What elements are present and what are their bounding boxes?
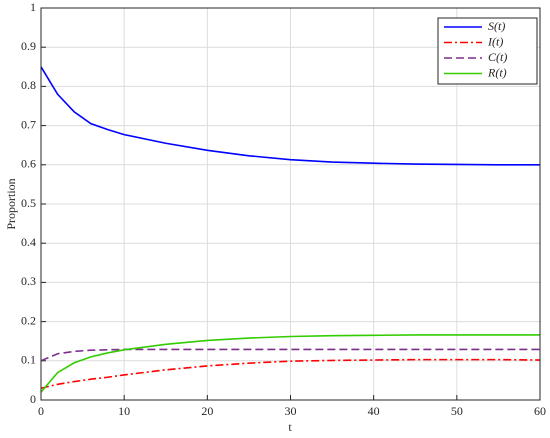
plot-frame <box>40 7 541 401</box>
y-tick-label: 0.9 <box>21 39 36 53</box>
legend-label: S(t) <box>488 19 505 33</box>
y-tick-label: 0.5 <box>21 196 36 210</box>
series-line <box>40 348 540 362</box>
legend-label: C(t) <box>488 50 507 64</box>
x-tick-label: 60 <box>534 404 546 418</box>
y-tick-label: 0.4 <box>21 235 36 249</box>
x-tick-label: 10 <box>118 404 130 418</box>
y-axis-label: Proportion <box>4 178 18 229</box>
y-tick-label: 0.7 <box>21 117 36 131</box>
x-tick-label: 40 <box>368 404 380 418</box>
legend-label: I(t) <box>487 34 503 48</box>
x-axis-label: t <box>288 420 292 434</box>
y-tick-label: 0.2 <box>21 313 36 327</box>
legend-label: R(t) <box>487 65 507 79</box>
legend-box <box>437 17 538 85</box>
y-tick-label: 0.1 <box>21 353 36 367</box>
series-line <box>40 66 540 166</box>
x-tick-label: 50 <box>451 404 463 418</box>
x-tick-label: 0 <box>38 404 44 418</box>
series-line <box>40 334 540 393</box>
x-tick-label: 30 <box>285 404 297 418</box>
y-tick-label: 0.3 <box>21 274 36 288</box>
series-line <box>40 358 541 390</box>
x-tick-label: 20 <box>201 404 213 418</box>
y-tick-label: 0.6 <box>21 157 36 171</box>
y-tick-label: 0.8 <box>21 78 36 92</box>
y-tick-label: 1 <box>30 0 36 14</box>
y-tick-label: 0 <box>30 392 36 406</box>
